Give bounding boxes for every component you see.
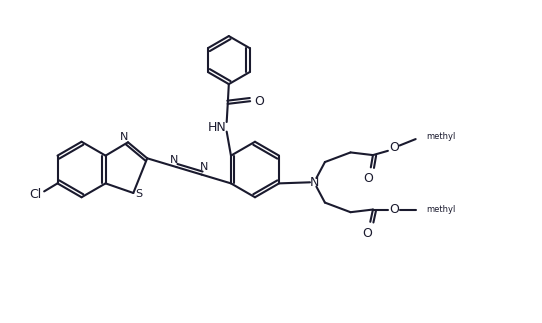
Text: N: N bbox=[309, 176, 319, 189]
Text: HN: HN bbox=[208, 121, 227, 134]
Text: O: O bbox=[363, 226, 372, 240]
Text: O: O bbox=[254, 95, 264, 108]
Text: S: S bbox=[135, 189, 142, 199]
Text: methyl: methyl bbox=[427, 205, 456, 214]
Text: N: N bbox=[170, 155, 178, 165]
Text: O: O bbox=[389, 203, 399, 216]
Text: N: N bbox=[120, 132, 128, 142]
Text: Cl: Cl bbox=[29, 188, 41, 201]
Text: methyl: methyl bbox=[427, 132, 456, 141]
Text: N: N bbox=[200, 162, 209, 172]
Text: O: O bbox=[389, 141, 399, 154]
Text: O: O bbox=[364, 172, 373, 185]
